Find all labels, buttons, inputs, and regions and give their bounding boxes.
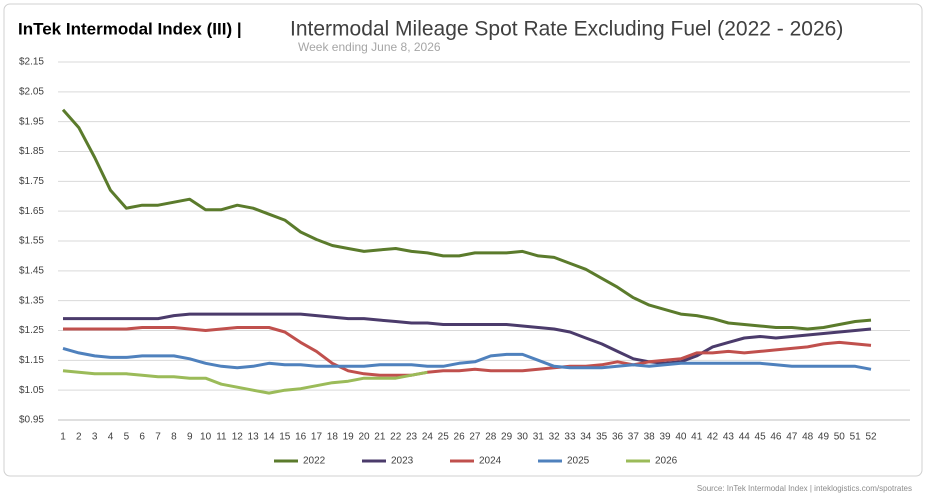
brand-title: InTek Intermodal Index (III) | <box>18 19 242 38</box>
x-tick-label: 43 <box>723 432 735 443</box>
x-tick-label: 22 <box>390 432 402 443</box>
y-tick-label: $1.95 <box>19 116 44 127</box>
x-tick-label: 35 <box>596 432 608 443</box>
legend-label: 2023 <box>391 456 414 467</box>
x-tick-label: 17 <box>311 432 323 443</box>
y-tick-label: $1.35 <box>19 295 44 306</box>
y-tick-label: $1.05 <box>19 385 44 396</box>
x-tick-label: 11 <box>216 432 227 443</box>
series-line <box>63 326 872 377</box>
x-tick-label: 4 <box>108 432 114 443</box>
chart-title: Intermodal Mileage Spot Rate Excluding F… <box>290 18 843 41</box>
series-line <box>63 312 872 365</box>
x-tick-label: 15 <box>279 432 291 443</box>
x-tick-label: 40 <box>675 432 687 443</box>
x-tick-label: 49 <box>818 432 830 443</box>
x-tick-label: 32 <box>549 432 561 443</box>
x-tick-label: 48 <box>802 432 814 443</box>
x-tick-label: 21 <box>374 432 386 443</box>
x-tick-label: 3 <box>92 432 98 443</box>
x-tick-label: 14 <box>263 432 275 443</box>
legend-label: 2024 <box>479 456 502 467</box>
x-tick-label: 33 <box>564 432 576 443</box>
x-tick-label: 26 <box>454 432 466 443</box>
x-tick-label: 39 <box>659 432 671 443</box>
y-tick-label: $1.75 <box>19 176 44 187</box>
y-tick-label: $1.25 <box>19 325 44 336</box>
x-tick-label: 31 <box>533 432 545 443</box>
y-tick-label: $1.45 <box>19 265 44 276</box>
x-tick-label: 2 <box>76 432 82 443</box>
x-tick-label: 44 <box>739 432 751 443</box>
x-tick-label: 12 <box>232 432 244 443</box>
x-tick-label: 5 <box>124 432 130 443</box>
chart-subtitle: Week ending June 8, 2026 <box>298 40 441 54</box>
x-tick-label: 45 <box>755 432 767 443</box>
x-tick-label: 47 <box>786 432 798 443</box>
series-line <box>62 369 428 395</box>
x-tick-label: 8 <box>171 432 177 443</box>
x-tick-label: 24 <box>422 432 434 443</box>
x-tick-label: 34 <box>580 432 592 443</box>
y-tick-label: $1.55 <box>19 236 44 247</box>
legend-label: 2022 <box>303 456 326 467</box>
x-tick-label: 36 <box>612 432 624 443</box>
y-tick-label: $0.95 <box>19 415 44 426</box>
y-tick-label: $2.05 <box>19 86 44 97</box>
x-tick-label: 29 <box>501 432 513 443</box>
x-tick-label: 18 <box>327 432 339 443</box>
x-tick-label: 20 <box>358 432 370 443</box>
x-tick-label: 30 <box>517 432 529 443</box>
series-line <box>61 108 872 331</box>
y-tick-label: $1.15 <box>19 355 44 366</box>
x-tick-label: 7 <box>155 432 161 443</box>
x-tick-label: 1 <box>60 432 66 443</box>
x-tick-label: 19 <box>343 432 355 443</box>
y-tick-label: $1.85 <box>19 146 44 157</box>
legend-label: 2025 <box>567 456 590 467</box>
source-note: Source: InTek Intermodal Index | inteklo… <box>697 484 912 493</box>
chart-frame <box>3 3 923 477</box>
x-tick-label: 6 <box>139 432 145 443</box>
x-tick-label: 41 <box>691 432 703 443</box>
x-tick-label: 27 <box>469 432 481 443</box>
x-tick-label: 38 <box>644 432 656 443</box>
x-tick-label: 13 <box>248 432 260 443</box>
x-tick-label: 51 <box>850 432 862 443</box>
x-tick-label: 10 <box>200 432 212 443</box>
legend-label: 2026 <box>655 456 678 467</box>
x-tick-label: 37 <box>628 432 640 443</box>
series-line <box>62 346 872 371</box>
x-tick-label: 16 <box>295 432 307 443</box>
y-tick-label: $2.15 <box>19 57 44 68</box>
x-tick-label: 28 <box>485 432 497 443</box>
x-tick-label: 9 <box>187 432 193 443</box>
x-tick-label: 42 <box>707 432 719 443</box>
x-tick-label: 23 <box>406 432 418 443</box>
x-tick-label: 46 <box>770 432 782 443</box>
x-tick-label: 25 <box>438 432 450 443</box>
x-tick-label: 50 <box>834 432 846 443</box>
x-tick-label: 52 <box>865 432 877 443</box>
y-tick-label: $1.65 <box>19 206 44 217</box>
